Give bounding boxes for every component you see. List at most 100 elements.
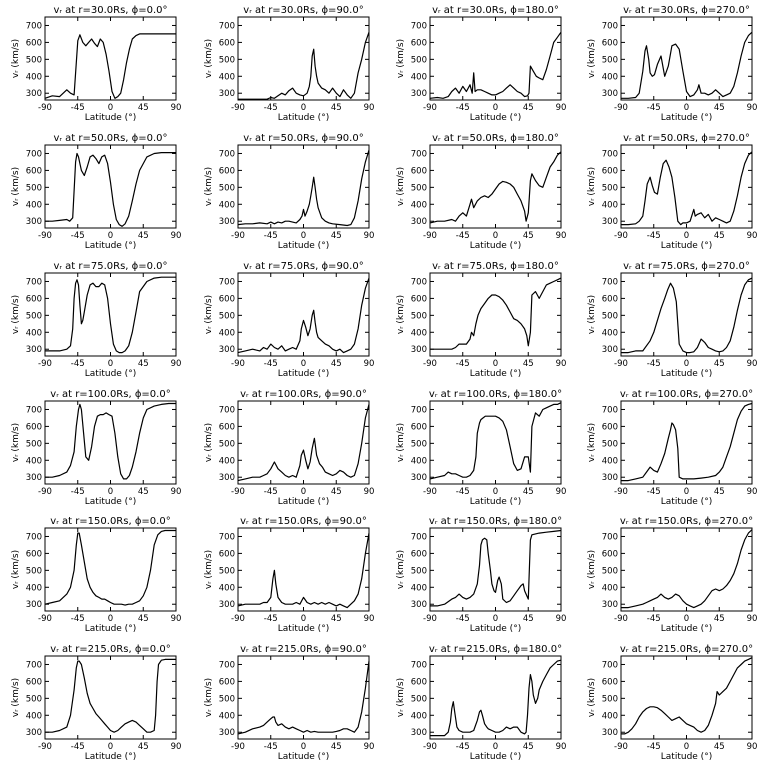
panel-title: vᵣ at r=215.0Rs, ϕ=0.0°: [50, 644, 170, 655]
plot-frame: [237, 16, 370, 101]
y-tick-label: 400: [602, 583, 618, 593]
x-tick-label: -90: [614, 742, 628, 752]
x-tick-label: -90: [231, 359, 245, 369]
x-axis-label: Latitude (°): [85, 113, 136, 123]
panel-1-4: vᵣ at r=30.0Rs, ϕ=270.0° -90 -45 0 45 90 300 40…: [587, 5, 757, 123]
y-axis-label: vᵣ (km/s): [396, 167, 406, 206]
y-tick-label: 600: [411, 422, 427, 432]
y-tick-label: 500: [602, 566, 618, 576]
series-line: [45, 402, 176, 480]
x-tick-label: 45: [331, 231, 342, 241]
x-tick-label: -90: [231, 103, 245, 113]
x-tick-label: -45: [456, 231, 470, 241]
series-line: [621, 277, 753, 354]
x-tick-label: 0: [301, 742, 306, 752]
y-tick-label: 400: [602, 72, 618, 82]
y-tick-label: 300: [411, 89, 427, 99]
y-axis-label: vᵣ (km/s): [204, 550, 214, 589]
y-tick-label: 600: [602, 294, 618, 304]
y-axis-label: vᵣ (km/s): [396, 39, 406, 78]
x-tick-label: -45: [71, 487, 85, 497]
x-tick-label: 0: [108, 231, 113, 241]
y-tick-label: 700: [219, 532, 235, 542]
y-tick-label: 700: [602, 405, 618, 415]
x-tick-label: -45: [647, 103, 661, 113]
y-tick-label: 700: [411, 405, 427, 415]
x-tick-label: 90: [556, 614, 567, 624]
y-tick-label: 600: [411, 294, 427, 304]
panel-title: vᵣ at r=100.0Rs, ϕ=0.0°: [50, 389, 170, 400]
series-line: [621, 529, 753, 609]
x-tick-label: -90: [231, 231, 245, 241]
x-tick-label: 45: [331, 614, 342, 624]
panel-5-1: vᵣ at r=150.0Rs, ϕ=0.0° -90 -45 0 45 90 300 400…: [11, 516, 181, 634]
series-line: [429, 31, 562, 99]
plot-frame: [44, 16, 177, 101]
x-tick-label: -90: [423, 742, 437, 752]
y-tick-label: 600: [602, 38, 618, 48]
x-tick-label: 0: [108, 614, 113, 624]
panel-title: vᵣ at r=75.0Rs, ϕ=90.0°: [243, 261, 363, 272]
x-tick-label: -45: [71, 614, 85, 624]
x-tick-label: -90: [38, 742, 52, 752]
x-tick-label: -90: [614, 487, 628, 497]
panel-title: vᵣ at r=75.0Rs, ϕ=180.0°: [432, 261, 559, 272]
y-tick-label: 500: [26, 439, 42, 449]
x-axis-label: Latitude (°): [661, 241, 712, 251]
x-tick-label: -45: [264, 614, 278, 624]
panel-4-1: vᵣ at r=100.0Rs, ϕ=0.0° -90 -45 0 45 90 300 400…: [11, 389, 181, 507]
x-tick-label: -90: [38, 359, 52, 369]
x-tick-label: -45: [71, 742, 85, 752]
y-tick-label: 300: [26, 473, 42, 483]
y-tick-label: 700: [602, 660, 618, 670]
y-axis-label: vᵣ (km/s): [11, 295, 21, 334]
x-tick-label: 45: [138, 359, 149, 369]
y-tick-label: 400: [26, 711, 42, 721]
x-tick-label: -90: [38, 487, 52, 497]
x-tick-label: 0: [108, 487, 113, 497]
y-tick-label: 600: [26, 549, 42, 559]
x-tick-label: -45: [264, 103, 278, 113]
y-tick-label: 700: [411, 21, 427, 31]
x-tick-label: 45: [523, 103, 534, 113]
x-tick-label: 0: [684, 103, 689, 113]
x-tick-label: -90: [423, 103, 437, 113]
x-axis-label: Latitude (°): [278, 369, 329, 379]
y-tick-label: 500: [411, 566, 427, 576]
plot-frame: [44, 400, 177, 485]
panel-title: vᵣ at r=50.0Rs, ϕ=90.0°: [243, 133, 363, 144]
x-tick-label: 90: [556, 742, 567, 752]
y-tick-label: 600: [219, 549, 235, 559]
x-tick-label: 90: [364, 614, 375, 624]
y-tick-label: 300: [411, 728, 427, 738]
y-tick-label: 600: [26, 38, 42, 48]
panel-title: vᵣ at r=30.0Rs, ϕ=270.0°: [623, 5, 750, 16]
x-tick-label: 90: [364, 103, 375, 113]
y-tick-label: 700: [219, 21, 235, 31]
panel-4-3: vᵣ at r=100.0Rs, ϕ=180.0° -90 -45 0 45 90 300 4…: [396, 389, 566, 507]
plot-frame: [429, 272, 562, 357]
x-tick-label: 0: [684, 614, 689, 624]
x-tick-label: 90: [556, 231, 567, 241]
x-tick-label: 0: [301, 487, 306, 497]
x-tick-label: 45: [714, 742, 725, 752]
y-tick-label: 700: [26, 149, 42, 159]
y-tick-label: 500: [602, 311, 618, 321]
x-axis-label: Latitude (°): [661, 497, 712, 507]
x-tick-label: 45: [714, 487, 725, 497]
y-tick-label: 300: [26, 217, 42, 227]
y-tick-label: 700: [219, 149, 235, 159]
y-tick-label: 600: [411, 549, 427, 559]
x-tick-label: -90: [614, 359, 628, 369]
panel-2-3: vᵣ at r=50.0Rs, ϕ=180.0° -90 -45 0 45 90 300 40…: [396, 133, 566, 251]
y-tick-label: 300: [411, 473, 427, 483]
y-tick-label: 700: [26, 21, 42, 31]
y-tick-label: 700: [602, 277, 618, 287]
panel-title: vᵣ at r=30.0Rs, ϕ=180.0°: [432, 5, 559, 16]
series-line: [429, 151, 562, 224]
x-tick-label: -45: [647, 742, 661, 752]
x-axis-label: Latitude (°): [470, 497, 521, 507]
series-line: [429, 402, 562, 480]
x-tick-label: 90: [171, 614, 182, 624]
